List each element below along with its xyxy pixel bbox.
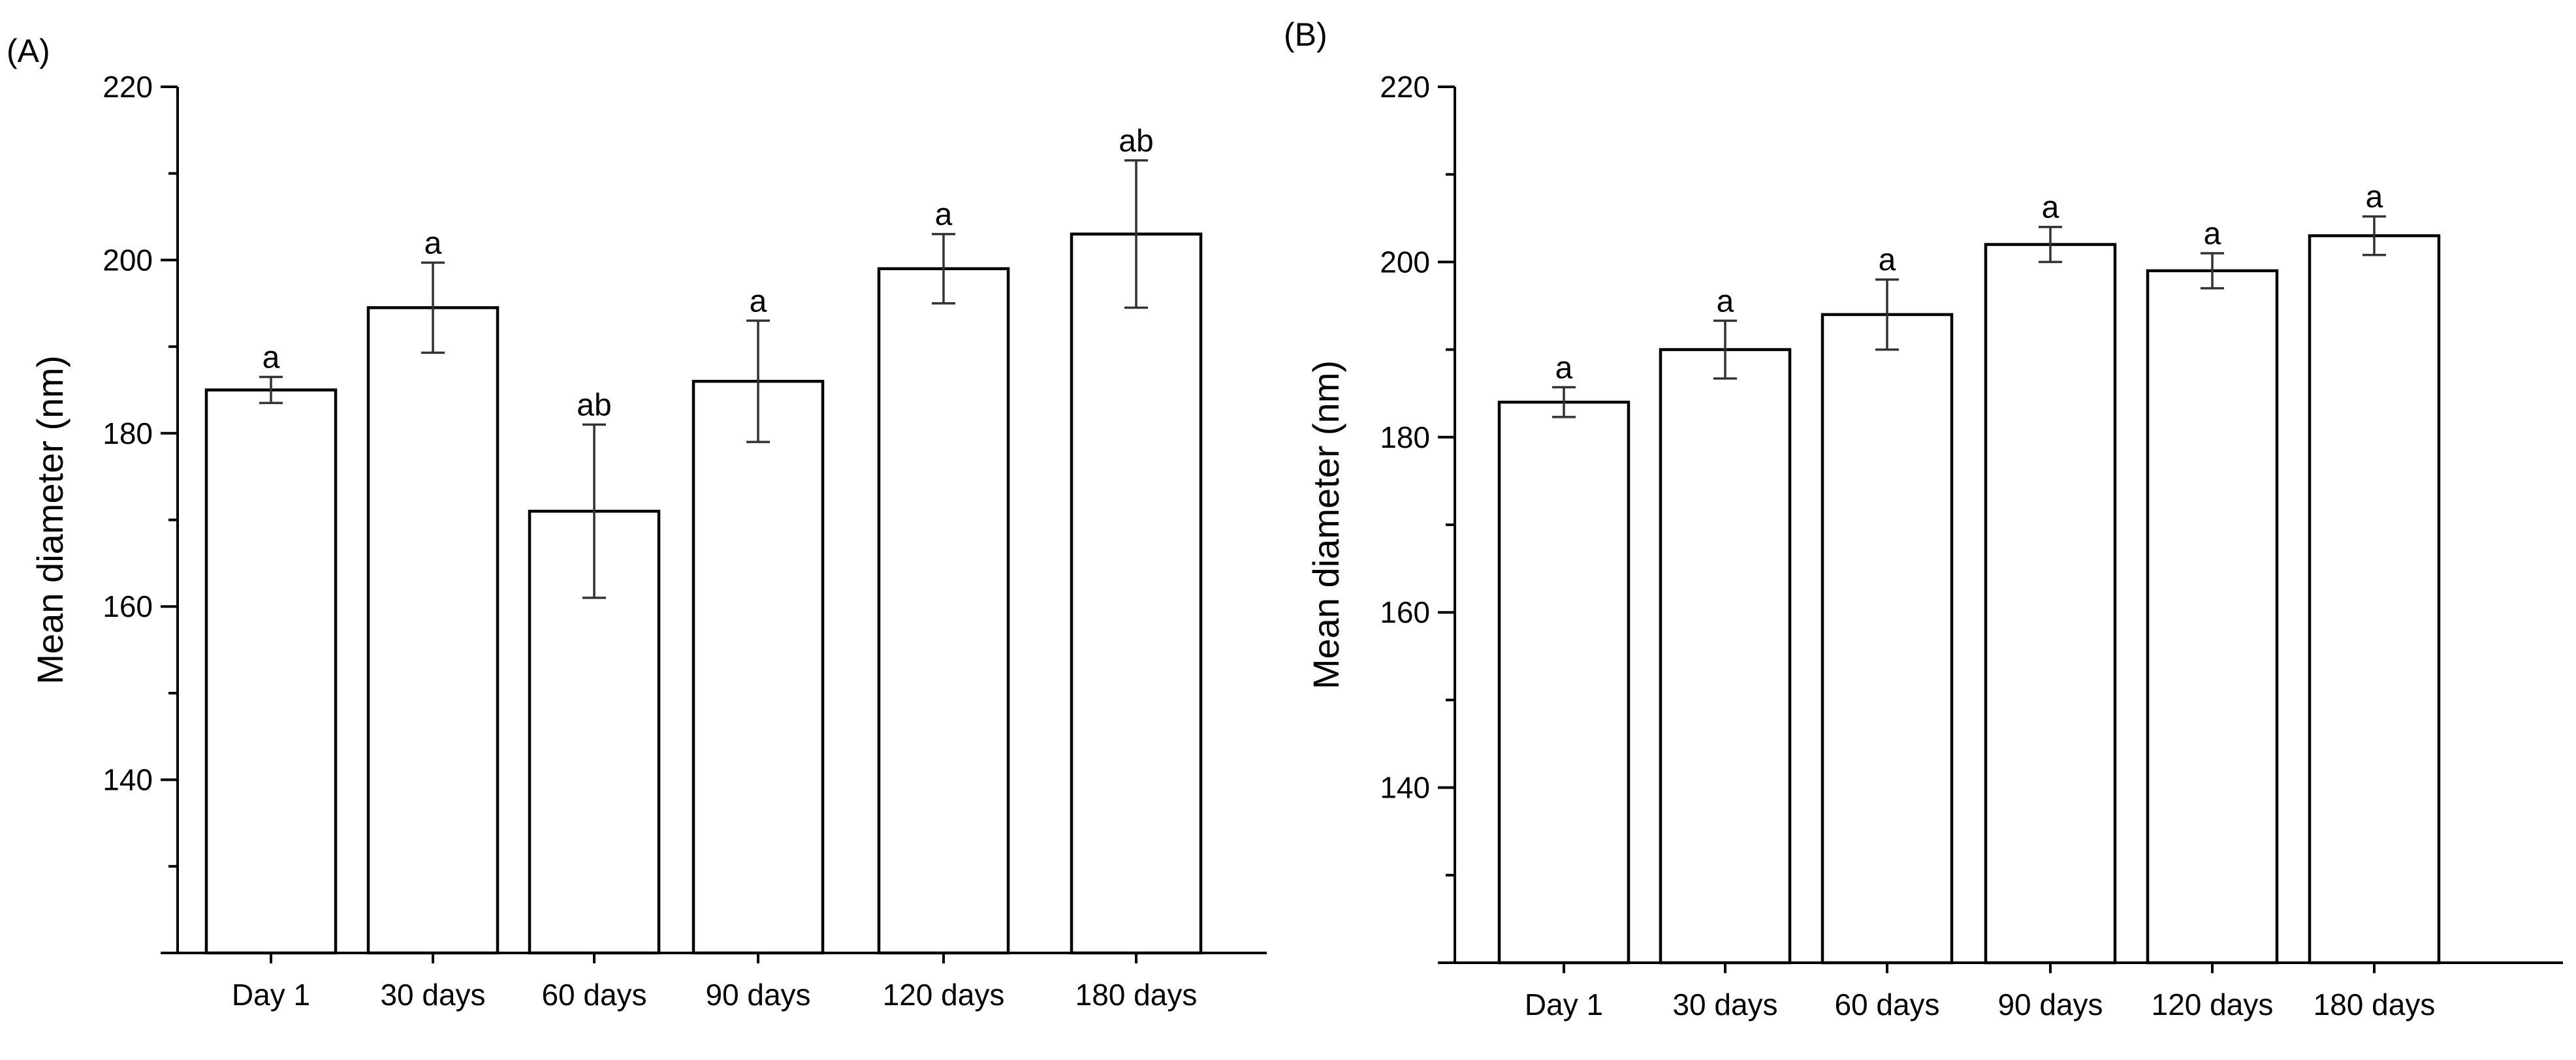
y-tick-label: 160: [103, 589, 153, 623]
bar: [1497, 400, 1630, 965]
bar: [2146, 269, 2279, 965]
y-tick-label: 180: [103, 416, 153, 450]
significance-label: a: [424, 226, 442, 260]
x-tick-label: 180 days: [2314, 988, 2436, 1021]
panel-label: (B): [1284, 16, 1328, 53]
y-tick-label: 200: [103, 243, 153, 277]
x-tick-label: 60 days: [541, 978, 646, 1012]
bar: [877, 267, 1010, 955]
y-tick-label: 140: [103, 763, 153, 797]
significance-label: a: [2204, 217, 2221, 251]
x-tick-label: 60 days: [1834, 988, 1939, 1021]
x-tick-label: 180 days: [1075, 978, 1198, 1012]
significance-label: a: [1555, 351, 1573, 385]
x-tick-label: 30 days: [380, 978, 485, 1012]
y-tick-label: 220: [1380, 70, 1430, 104]
bar: [528, 509, 661, 955]
x-tick-label: 120 days: [883, 978, 1005, 1012]
significance-label: a: [2042, 191, 2059, 225]
bar: [692, 379, 825, 955]
x-tick-label: Day 1: [1525, 988, 1603, 1021]
bar: [1984, 243, 2117, 965]
significance-label: a: [935, 198, 953, 232]
y-tick-label: 160: [1380, 595, 1430, 629]
bar: [1070, 232, 1203, 955]
y-axis-title: Mean diameter (nm): [1305, 360, 1346, 689]
y-axis-title: Mean diameter (nm): [29, 355, 71, 684]
x-tick-label: 30 days: [1672, 988, 1777, 1021]
significance-label: a: [750, 284, 767, 319]
x-tick-label: 90 days: [1997, 988, 2103, 1021]
bar: [366, 306, 500, 955]
y-tick-label: 180: [1380, 420, 1430, 454]
y-tick-label: 200: [1380, 245, 1430, 279]
significance-label: a: [2366, 180, 2383, 215]
panel-label: (A): [7, 33, 50, 69]
significance-label: a: [1717, 284, 1734, 319]
significance-label: a: [1879, 243, 1896, 277]
chart-panel-2: (B) Mean diameter (nm) 140 160 180 200 220 Day …: [1284, 16, 2563, 1021]
significance-label: ab: [577, 388, 611, 423]
chart-panel-1: (A) Mean diameter (nm) 140 160 180 200 220 Day …: [7, 33, 1267, 1012]
x-tick-label: Day 1: [232, 978, 310, 1012]
bar: [1659, 348, 1792, 965]
x-tick-label: 120 days: [2152, 988, 2274, 1021]
significance-label: ab: [1119, 124, 1153, 159]
y-tick-label: 140: [1380, 771, 1430, 805]
y-tick-label: 220: [103, 70, 153, 104]
bar: [2308, 234, 2441, 965]
bar: [1821, 313, 1954, 965]
bar: [204, 388, 338, 955]
significance-label: a: [262, 341, 280, 375]
x-tick-label: 90 days: [705, 978, 810, 1012]
